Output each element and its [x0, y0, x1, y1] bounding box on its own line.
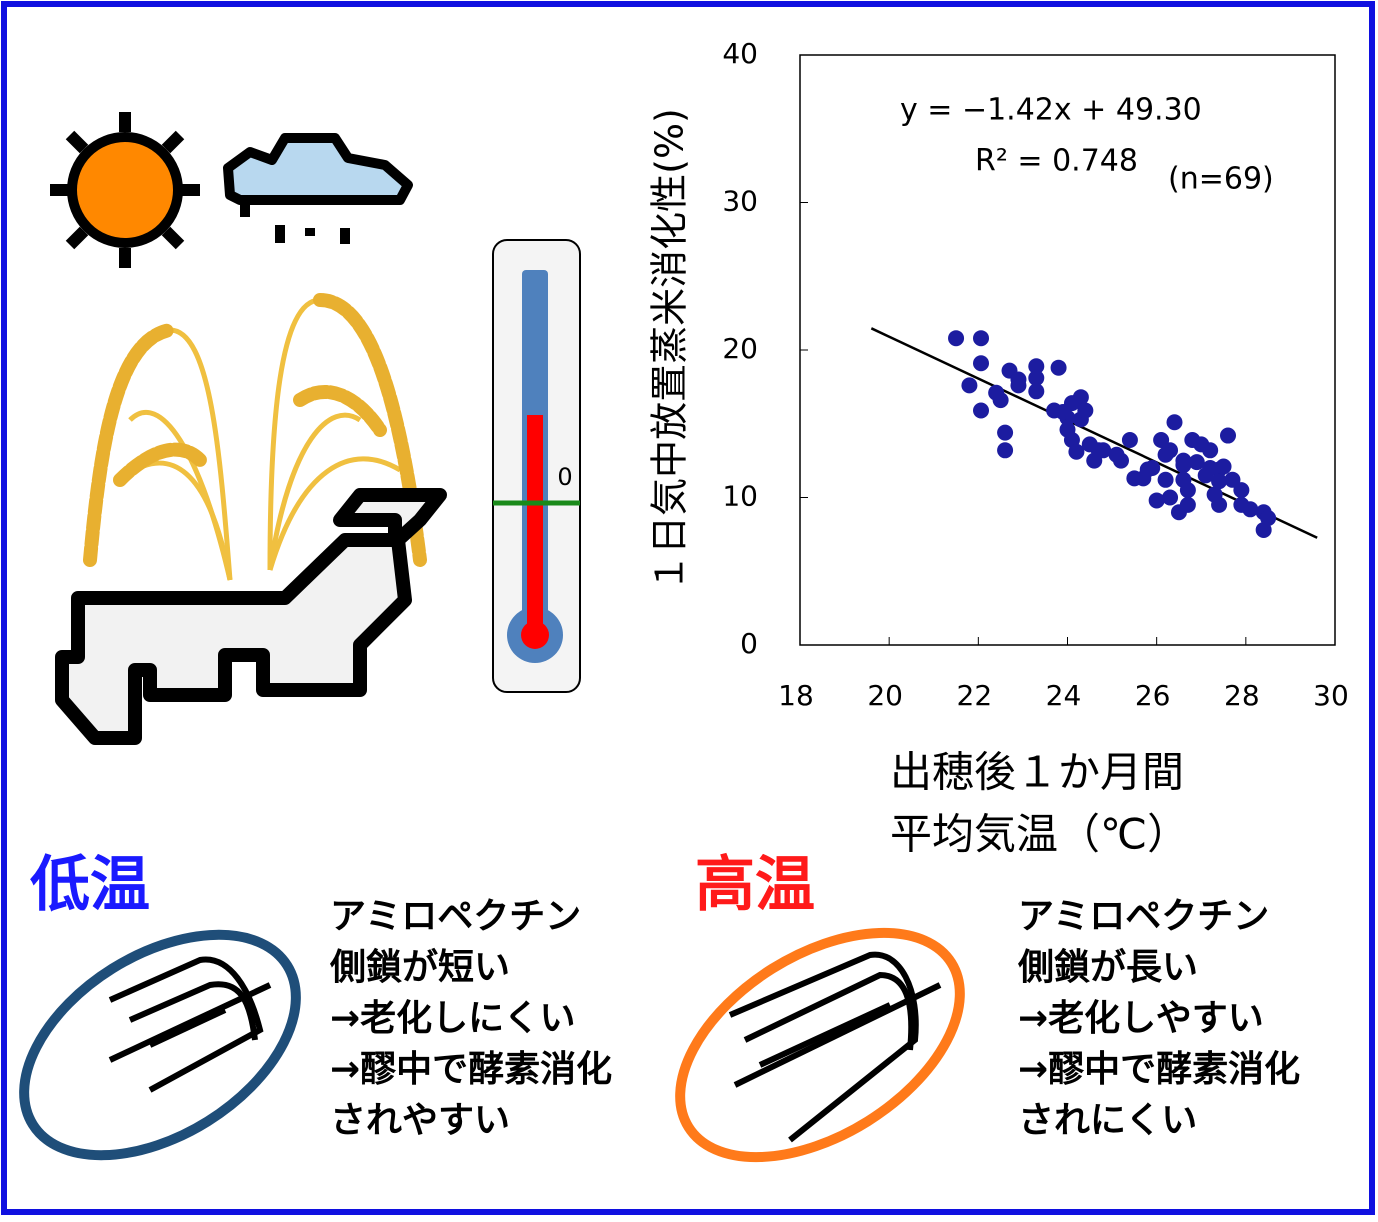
point [1162, 489, 1179, 506]
point [1055, 403, 1072, 420]
point [1068, 443, 1085, 460]
point [973, 402, 990, 419]
x-tick-label: 26 [1135, 679, 1171, 712]
point [1166, 414, 1183, 431]
x-tick-label: 24 [1046, 679, 1082, 712]
point [1175, 452, 1192, 469]
grain-low [19, 929, 301, 1161]
description-line: →醪中で酵素消化 [330, 1049, 612, 1090]
point [1188, 454, 1205, 471]
x-tick-label: 22 [957, 679, 993, 712]
point [1211, 473, 1228, 490]
y-tick-label: 10 [722, 480, 758, 513]
point [1139, 461, 1156, 478]
point [1211, 496, 1228, 513]
description-line: されにくい [1018, 1100, 1197, 1141]
low-temp-title: 低温 [30, 850, 150, 920]
x-tick-label: 30 [1313, 679, 1349, 712]
x-axis-label: 出穂後１か月間 [890, 748, 1184, 797]
point [1153, 431, 1170, 448]
description-line: →老化しにくい [330, 998, 575, 1039]
annotation: R² = 0.748 [975, 144, 1138, 179]
point [1260, 510, 1277, 527]
point [997, 442, 1014, 459]
point [1028, 358, 1045, 375]
x-tick-label: 20 [867, 679, 903, 712]
point [997, 424, 1014, 441]
point [1028, 370, 1045, 387]
point [1179, 496, 1196, 513]
grain-high [675, 927, 965, 1163]
point [1220, 427, 1236, 444]
description-line: 側鎖が長い [1017, 947, 1198, 988]
point [1148, 492, 1165, 509]
point [961, 377, 978, 394]
point [1072, 389, 1089, 406]
annotation: y = −1.42x + 49.30 [900, 93, 1202, 128]
point [973, 330, 990, 347]
point [1242, 501, 1259, 518]
description-line: されやすい [330, 1100, 510, 1141]
point [973, 355, 990, 372]
point [1077, 402, 1094, 419]
point [1233, 482, 1250, 499]
thermometer-label: 0 [557, 463, 572, 491]
description-line: 側鎖が短い [329, 947, 510, 988]
point [1121, 431, 1138, 448]
x-axis-label: 平均気温（℃） [890, 810, 1189, 859]
point [948, 330, 965, 347]
annotation: (n=69) [1168, 162, 1274, 197]
y-tick-label: 0 [740, 627, 758, 660]
point [1113, 452, 1129, 469]
amylopectin-long [728, 951, 942, 1143]
point [1202, 442, 1219, 459]
description-line: →老化しやすい [1018, 998, 1264, 1039]
japan-map [55, 488, 447, 745]
point [992, 392, 1009, 409]
point [1010, 371, 1027, 388]
point [1179, 482, 1196, 499]
point [1224, 471, 1241, 488]
y-tick-label: 20 [722, 332, 758, 365]
y-axis-label: １日気中放置蒸米消化性(%) [648, 108, 692, 592]
y-tick-label: 30 [722, 185, 758, 218]
point [1050, 359, 1067, 376]
x-tick-label: 18 [778, 679, 814, 712]
point [1215, 458, 1232, 475]
sun [50, 112, 200, 268]
thermometer: 0 [492, 239, 581, 693]
cloud [223, 133, 413, 244]
description-line: アミロペクチン [1018, 896, 1269, 937]
point [1157, 446, 1174, 463]
description-line: →醪中で酵素消化 [1018, 1049, 1300, 1090]
x-tick-label: 28 [1224, 679, 1260, 712]
point [1028, 383, 1045, 400]
amylopectin-short [108, 956, 272, 1093]
point [1090, 442, 1107, 459]
point [1157, 471, 1174, 488]
y-tick-label: 40 [722, 37, 758, 70]
high-temp-title: 高温 [695, 850, 815, 920]
description-line: アミロペクチン [330, 896, 581, 937]
